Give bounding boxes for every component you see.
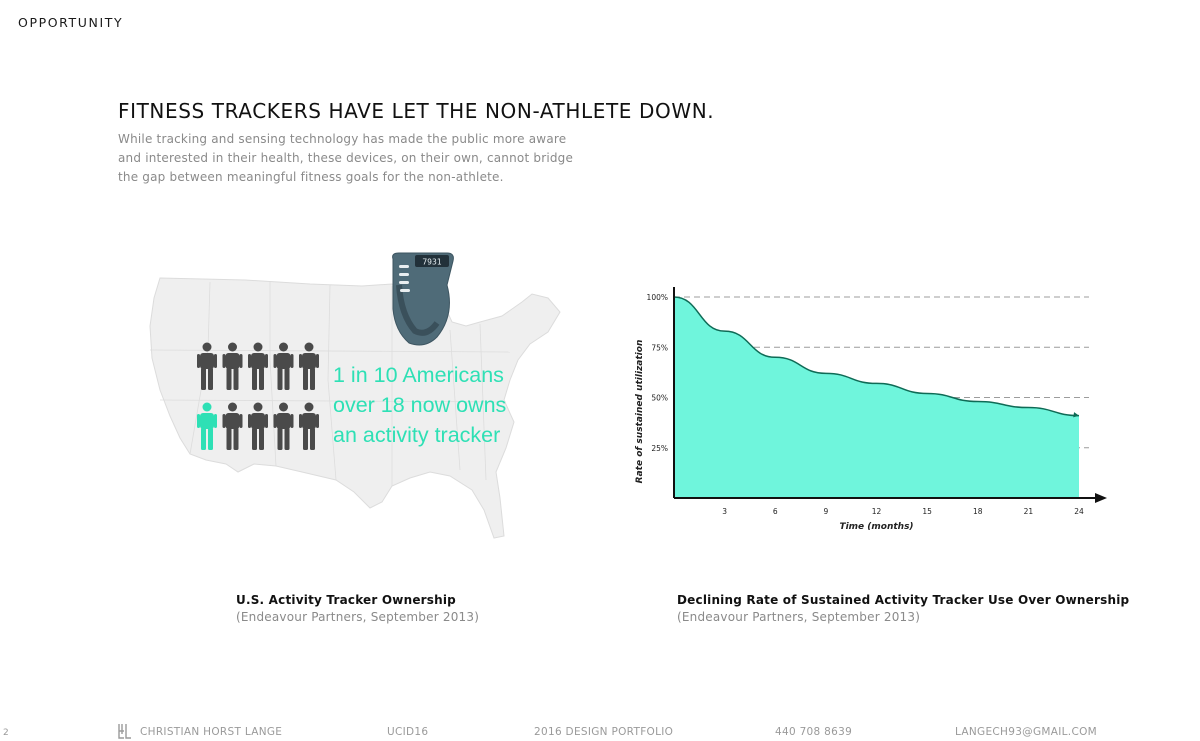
person-icon xyxy=(273,402,294,450)
x-tick-label: 12 xyxy=(872,507,882,516)
tracker-strap-inner xyxy=(396,284,440,336)
person-icon xyxy=(299,402,319,450)
tracker-display-digits: 7931 xyxy=(422,258,441,267)
ownership-caption: U.S. Activity Tracker Ownership (Endeavo… xyxy=(236,593,479,624)
monogram-logo-icon xyxy=(118,724,131,739)
person-icon-highlighted xyxy=(197,402,217,450)
chart-x-axis-label: Time (months) xyxy=(839,522,913,532)
person-icon xyxy=(299,342,319,390)
utilization-line xyxy=(673,296,1080,417)
person-icon xyxy=(248,342,268,390)
fitness-tracker-image: 7931 xyxy=(392,252,454,346)
page-headline: FITNESS TRACKERS HAVE LET THE NON-ATHLET… xyxy=(118,99,715,123)
x-tick-label: 24 xyxy=(1074,507,1084,516)
chart-caption: Declining Rate of Sustained Activity Tra… xyxy=(677,593,1129,624)
stat-line: 1 in 10 Americans xyxy=(333,363,504,387)
x-tick-label: 21 xyxy=(1024,507,1034,516)
utilization-chart: 25% 50% 75% 100% 3 6 9 12 15 18 21 24 Time (months… xyxy=(635,287,1107,532)
footer-course: UCID16 xyxy=(387,726,429,738)
stat-line: an activity tracker xyxy=(333,423,501,447)
utilization-area xyxy=(674,297,1079,498)
chart-x-ticks: 3 6 9 12 15 18 21 24 xyxy=(722,507,1084,516)
ownership-stat: 1 in 10 Americans over 18 now owns an ac… xyxy=(333,360,573,450)
x-tick-label: 18 xyxy=(973,507,983,516)
person-icon xyxy=(248,402,268,450)
stat-line: over 18 now owns xyxy=(333,393,507,417)
chart-y-ticks: 25% 50% 75% 100% xyxy=(647,293,668,453)
ownership-figure: 7931 1 in 10 Americans over 18 now owns … xyxy=(130,240,570,540)
y-tick-label: 25% xyxy=(651,444,668,453)
person-icon xyxy=(197,342,217,390)
intro-line: the gap between meaningful fitness goals… xyxy=(118,170,504,184)
page-footer: 2 CHRISTIAN HORST LANGE UCID16 2016 DESI… xyxy=(0,724,1200,741)
chart-y-axis-label: Rate of sustained utilization xyxy=(635,340,645,484)
caption-title: U.S. Activity Tracker Ownership xyxy=(236,593,456,607)
footer-author: CHRISTIAN HORST LANGE xyxy=(140,726,283,738)
utilization-line-arrowhead xyxy=(1073,412,1079,418)
person-icon xyxy=(222,402,243,450)
intro-paragraph: While tracking and sensing technology ha… xyxy=(118,130,574,187)
person-icon xyxy=(222,342,243,390)
footer-phone: 440 708 8639 xyxy=(775,726,853,738)
tracker-display xyxy=(415,255,449,267)
tracker-clasp-holes xyxy=(399,265,410,292)
footer-portfolio: 2016 DESIGN PORTFOLIO xyxy=(534,726,674,738)
y-tick-label: 75% xyxy=(651,343,668,352)
usa-map-image xyxy=(149,277,561,539)
y-tick-label: 100% xyxy=(647,293,668,302)
x-tick-label: 6 xyxy=(773,507,778,516)
page-number: 2 xyxy=(3,728,10,738)
person-icon xyxy=(273,342,294,390)
x-tick-label: 9 xyxy=(823,507,828,516)
x-tick-label: 3 xyxy=(722,507,727,516)
people-icon-grid xyxy=(197,342,319,450)
caption-title: Declining Rate of Sustained Activity Tra… xyxy=(677,593,1130,607)
x-tick-label: 15 xyxy=(922,507,932,516)
x-axis-arrowhead xyxy=(1095,493,1107,503)
section-label: OPPORTUNITY xyxy=(18,15,124,30)
caption-source: (Endeavour Partners, September 2013) xyxy=(236,610,480,624)
chart-axes xyxy=(673,287,1107,503)
intro-line: and interested in their health, these de… xyxy=(118,151,574,165)
intro-line: While tracking and sensing technology ha… xyxy=(118,132,567,146)
caption-source: (Endeavour Partners, September 2013) xyxy=(677,610,921,624)
y-tick-label: 50% xyxy=(651,394,668,403)
footer-email[interactable]: LANGECH93@GMAIL.COM xyxy=(955,726,1098,738)
